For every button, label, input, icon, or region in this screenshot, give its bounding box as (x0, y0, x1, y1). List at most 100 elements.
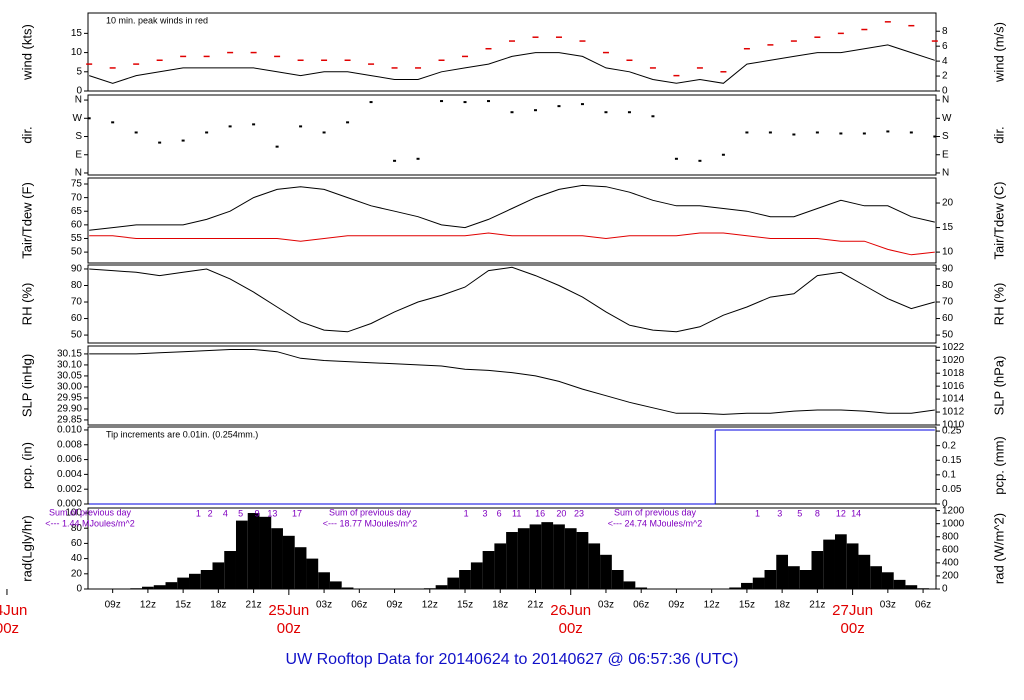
y2-tick-label: N (942, 95, 949, 106)
y2-tick-label: 70 (942, 297, 954, 308)
rad-bar (247, 513, 260, 589)
x-tick-label: 12z (140, 600, 156, 611)
rad-bar (153, 585, 166, 589)
rad-bar (576, 532, 589, 589)
day-sublabel: 00z (277, 620, 301, 637)
y2-tick-label: 1200 (942, 505, 965, 516)
y2-axis-title: wind (m/s) (991, 22, 1006, 83)
y2-tick-label: 1022 (942, 342, 965, 353)
dir-point (604, 111, 608, 114)
rad-bar (823, 539, 835, 589)
y2-tick-label: 20 (942, 198, 954, 209)
x-tick-label: 06z (633, 600, 649, 611)
rad-bar (776, 554, 789, 589)
dir-point (627, 111, 631, 114)
x-tick-label: 12z (422, 600, 438, 611)
panel-frame (87, 12, 937, 92)
rad-marker: 13 (267, 508, 277, 518)
rad-marker: 12 (836, 508, 846, 518)
y-tick-label: 100 (65, 508, 82, 519)
rad-bar (799, 570, 812, 589)
y2-tick-label: 1012 (942, 407, 965, 418)
dir-point (557, 105, 561, 108)
rad-bar (294, 547, 307, 589)
dir-point (792, 133, 796, 136)
y2-tick-label: 1014 (942, 394, 965, 405)
rad-bar (729, 587, 742, 589)
dir-point (815, 131, 819, 134)
series-line (89, 44, 935, 84)
dir-point (839, 132, 843, 135)
y2-tick-label: 90 (942, 264, 954, 275)
y-tick-label: 40 (71, 553, 83, 564)
rad-bar (130, 588, 143, 589)
y-tick-label: 50 (71, 247, 83, 258)
y2-tick-label: 1018 (942, 368, 965, 379)
rad-bar (423, 588, 436, 589)
rad-bar (752, 577, 765, 589)
x-tick-label: 18z (774, 600, 790, 611)
y-tick-label: 29.90 (57, 404, 82, 415)
y2-axis-title: SLP (hPa) (991, 356, 1006, 416)
y2-tick-label: 0.2 (942, 440, 956, 451)
dir-point (134, 131, 138, 134)
rad-bar (189, 573, 201, 589)
rad-bar (506, 532, 518, 589)
y-tick-label: 15 (71, 28, 83, 39)
y2-tick-label: 15 (942, 222, 954, 233)
y2-tick-label: 0.25 (942, 426, 962, 437)
series-line (89, 184, 935, 231)
rad-bar (200, 570, 213, 589)
rad-bar (318, 572, 330, 589)
y2-axis-title: Tair/Tdew (C) (991, 181, 1006, 259)
day-sublabel: 00z (0, 620, 19, 637)
rad-bar (600, 554, 612, 589)
day-label: 25Jun (268, 602, 309, 619)
y-tick-label: 0 (76, 584, 82, 595)
x-tick-label: 09z (668, 600, 684, 611)
rad-marker: 1 (755, 508, 760, 518)
x-tick-label: 03z (598, 600, 614, 611)
x-tick-label: 06z (351, 600, 367, 611)
y2-tick-label: 50 (942, 330, 954, 341)
y2-tick-label: 600 (942, 544, 959, 555)
x-tick-label: 03z (316, 600, 332, 611)
y-tick-label: 29.85 (57, 415, 82, 426)
rad-marker: 16 (535, 508, 545, 518)
y-tick-label: 0.006 (57, 454, 82, 465)
y-tick-label: 0.000 (57, 499, 82, 510)
y-tick-label: 30.05 (57, 371, 82, 382)
rad-bar (259, 516, 272, 589)
x-tick-label: 06z (915, 600, 931, 611)
y-tick-label: S (75, 131, 82, 142)
y2-tick-label: 200 (942, 571, 959, 582)
panel-frame (87, 345, 937, 426)
rad-bar (529, 524, 542, 589)
panel-frame (87, 94, 937, 176)
rad-marker: 4 (223, 508, 228, 518)
rad-bar (282, 535, 295, 589)
dir-point (346, 121, 350, 124)
y-tick-label: 5 (76, 66, 82, 77)
rad-bar (741, 582, 753, 589)
rad-bar (329, 581, 342, 589)
dir-point (181, 139, 185, 142)
y-tick-label: 0 (76, 86, 82, 97)
y2-tick-label: 0 (942, 584, 948, 595)
dir-point (158, 141, 162, 144)
rad-marker: 20 (556, 508, 566, 518)
rad-bar (870, 566, 882, 589)
y-axis-title: dir. (19, 126, 34, 143)
dir-point (440, 100, 444, 103)
rad-bar (517, 528, 530, 589)
y2-tick-label: 6 (942, 41, 948, 52)
x-tick-label: 03z (880, 600, 896, 611)
rad-bar (165, 582, 178, 589)
y-axis-title: SLP (inHg) (19, 354, 34, 417)
rad-bar (271, 528, 283, 589)
panel-frame (87, 177, 937, 264)
y-axis-title: RH (%) (19, 283, 34, 326)
dir-point (651, 115, 655, 118)
y-tick-label: 80 (71, 523, 83, 534)
